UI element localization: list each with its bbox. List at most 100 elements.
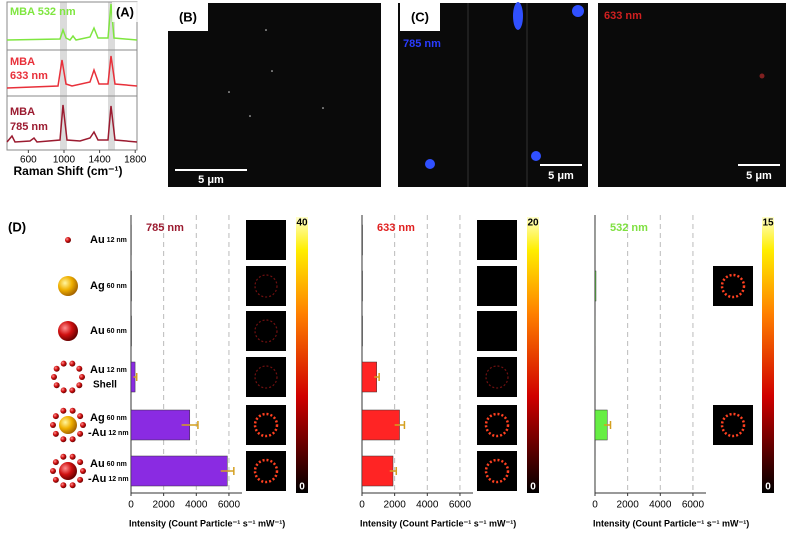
- icon: [60, 453, 67, 460]
- x-tick-label: 1400: [88, 155, 111, 166]
- icon: [60, 407, 67, 414]
- spectrum-label: MBA 532 nm: [10, 6, 76, 18]
- particle-name: Au: [90, 458, 105, 470]
- icon: [69, 360, 76, 367]
- colorbar: [762, 217, 774, 493]
- x-tick-label: 0: [592, 500, 598, 511]
- spectrum: [6, 104, 138, 143]
- bar: [594, 270, 597, 302]
- sers-image: [246, 405, 286, 445]
- particle-name: Au: [90, 364, 105, 376]
- particle-label: -Au 12 nm: [88, 473, 129, 485]
- particle-label: Au 12 nm: [90, 364, 127, 376]
- icon: [69, 387, 76, 394]
- bar: [361, 455, 394, 487]
- sers-image: [713, 266, 753, 306]
- icon: [52, 430, 59, 437]
- icon: [52, 413, 59, 420]
- icon: [59, 462, 77, 480]
- chart-title: 785 nm: [146, 222, 184, 234]
- icon: [50, 468, 56, 474]
- spectrum-label: 633 nm: [10, 70, 48, 82]
- particle-name: Au: [90, 325, 105, 337]
- particle-size: 12 nm: [108, 476, 128, 483]
- sers-image: [477, 405, 517, 445]
- x-tick-label: 600: [20, 155, 37, 166]
- icon: [53, 382, 60, 389]
- particle-size: 60 nm: [107, 461, 127, 468]
- icon: [50, 422, 56, 428]
- chart-title: 532 nm: [610, 222, 648, 234]
- particle-label: Ag 60 nm: [90, 280, 127, 292]
- particle-name: Ag: [90, 412, 105, 424]
- error-bar: [133, 373, 138, 381]
- particle-dot: [228, 91, 230, 93]
- error-bar: [181, 421, 199, 429]
- bar: [130, 409, 191, 441]
- spectrum-label: MBA: [10, 56, 35, 68]
- sers-image: [246, 357, 286, 397]
- sers-ring: [254, 319, 278, 343]
- particle-label: -Au 12 nm: [88, 427, 129, 439]
- x-tick-label: 2000: [384, 500, 407, 511]
- sers-ring: [254, 365, 278, 389]
- particle-name: Au: [90, 234, 105, 246]
- icon: [77, 476, 84, 483]
- hotspot: [572, 5, 584, 17]
- error-bar: [394, 421, 406, 429]
- colorbar-tick-label: 40: [296, 218, 308, 229]
- panel-label: (D): [8, 219, 26, 234]
- colorbar: [296, 217, 308, 493]
- band: [60, 2, 67, 150]
- particle-dot: [249, 115, 251, 117]
- label-box: [168, 3, 208, 31]
- sers-image: [713, 405, 753, 445]
- scale-label: 5 μm: [548, 170, 574, 182]
- icon: [60, 387, 67, 394]
- x-tick-label: 0: [359, 500, 365, 511]
- colorbar-tick-label: 0: [530, 482, 536, 493]
- panel-a: (A) Raman Shift (cm⁻¹): [6, 1, 138, 178]
- colorbar-tick-label: 0: [299, 482, 305, 493]
- icon: [80, 468, 86, 474]
- laser-label: 785 nm: [403, 38, 441, 50]
- x-tick-label: 6000: [218, 500, 241, 511]
- icon: [58, 321, 78, 341]
- sers-image: [246, 451, 286, 491]
- laser-label: 633 nm: [604, 10, 642, 22]
- particle-size: 12 nm: [107, 367, 127, 374]
- error-bar: [389, 467, 398, 475]
- particle-name: -Au: [88, 427, 106, 439]
- icon: [77, 459, 84, 466]
- icon: [59, 416, 77, 434]
- x-tick-label: 2000: [153, 500, 176, 511]
- spectrum-label: MBA: [10, 106, 35, 118]
- strip: [6, 49, 138, 97]
- icon: [60, 360, 67, 367]
- sers-image: [477, 451, 517, 491]
- spectrum: [6, 55, 138, 89]
- icon: [58, 276, 78, 296]
- particle-label: Ag 60 nm: [90, 412, 127, 424]
- x-axis-label: Intensity (Count Particle⁻¹ s⁻¹ mW⁻¹): [593, 518, 749, 528]
- scale-label: 5 μm: [746, 170, 772, 182]
- spectrum: [6, 3, 138, 41]
- error-bar: [220, 467, 235, 475]
- sers-ring: [253, 458, 279, 484]
- error-bar: [603, 421, 612, 429]
- icon: [60, 436, 67, 443]
- x-tick-label: 6000: [449, 500, 472, 511]
- icon: [65, 237, 71, 243]
- x-tick-label: 4000: [649, 500, 672, 511]
- sers-image: [477, 357, 517, 397]
- icon: [69, 407, 76, 414]
- particle-size: 12 nm: [108, 430, 128, 437]
- particle-size: 60 nm: [107, 283, 127, 290]
- sers-image: [246, 266, 286, 306]
- panel-label: (C): [411, 9, 429, 24]
- icon: [77, 413, 84, 420]
- panel-b: (B) 5 μm: [168, 3, 381, 187]
- sers-image: [246, 220, 286, 260]
- particle-dot: [265, 29, 267, 31]
- sers-ring: [720, 273, 746, 299]
